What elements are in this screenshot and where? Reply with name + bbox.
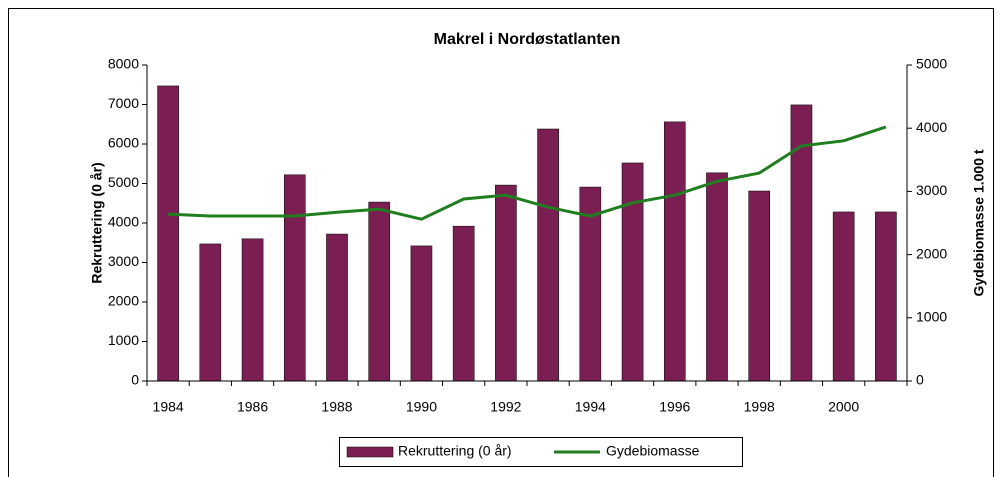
y2-tick-label: 3000 (916, 182, 947, 198)
y2-tick-label: 5000 (916, 56, 947, 72)
y2-tick-label: 1000 (916, 309, 947, 325)
legend-swatch (346, 446, 394, 458)
bar (283, 174, 306, 382)
bar (875, 211, 897, 382)
x-tick-label: 1984 (153, 399, 184, 415)
y-tick-label: 6000 (108, 135, 139, 151)
y-tick-label: 8000 (108, 56, 139, 72)
legend (339, 437, 743, 467)
bar (706, 172, 728, 382)
chart-title: Makrel i Nordøstatlanten (434, 31, 621, 48)
y2-axis-title: Gydebiomasse 1.000 t (971, 149, 987, 296)
y2-tick-label: 0 (916, 372, 924, 388)
y-tick-label: 7000 (108, 95, 139, 111)
y-tick-label: 0 (131, 372, 139, 388)
y2-tick-label: 4000 (916, 119, 947, 135)
y-tick-label: 1000 (108, 332, 139, 348)
bar (326, 233, 348, 382)
y-tick-label: 5000 (108, 174, 139, 190)
y-tick-label: 3000 (108, 253, 139, 269)
bar (537, 128, 559, 382)
x-tick-label: 1998 (744, 399, 775, 415)
bar (832, 211, 855, 382)
bar (368, 201, 391, 382)
bar (621, 162, 644, 382)
y-tick-label: 4000 (108, 214, 139, 230)
line (168, 125, 887, 221)
y-axis-title: Rekruttering (0 år) (89, 162, 105, 283)
x-tick-label: 1988 (321, 399, 352, 415)
x-tick-label: 1986 (237, 399, 268, 415)
x-tick-label: 1992 (490, 399, 521, 415)
y2-tick-label: 2000 (916, 245, 947, 261)
x-tick-label: 1994 (575, 399, 606, 415)
bar (495, 184, 517, 382)
bar (410, 245, 433, 382)
y-tick-label: 2000 (108, 293, 139, 309)
x-tick-label: 2000 (828, 399, 859, 415)
bar (452, 225, 475, 382)
bar (663, 121, 686, 382)
legend-label: Rekruttering (0 år) (398, 443, 512, 459)
bar (157, 85, 179, 382)
bar (199, 243, 222, 382)
x-tick-label: 1996 (659, 399, 690, 415)
bar (241, 238, 264, 382)
x-tick-label: 1990 (406, 399, 437, 415)
bar (748, 190, 771, 382)
legend-label: Gydebiomasse (606, 443, 700, 459)
